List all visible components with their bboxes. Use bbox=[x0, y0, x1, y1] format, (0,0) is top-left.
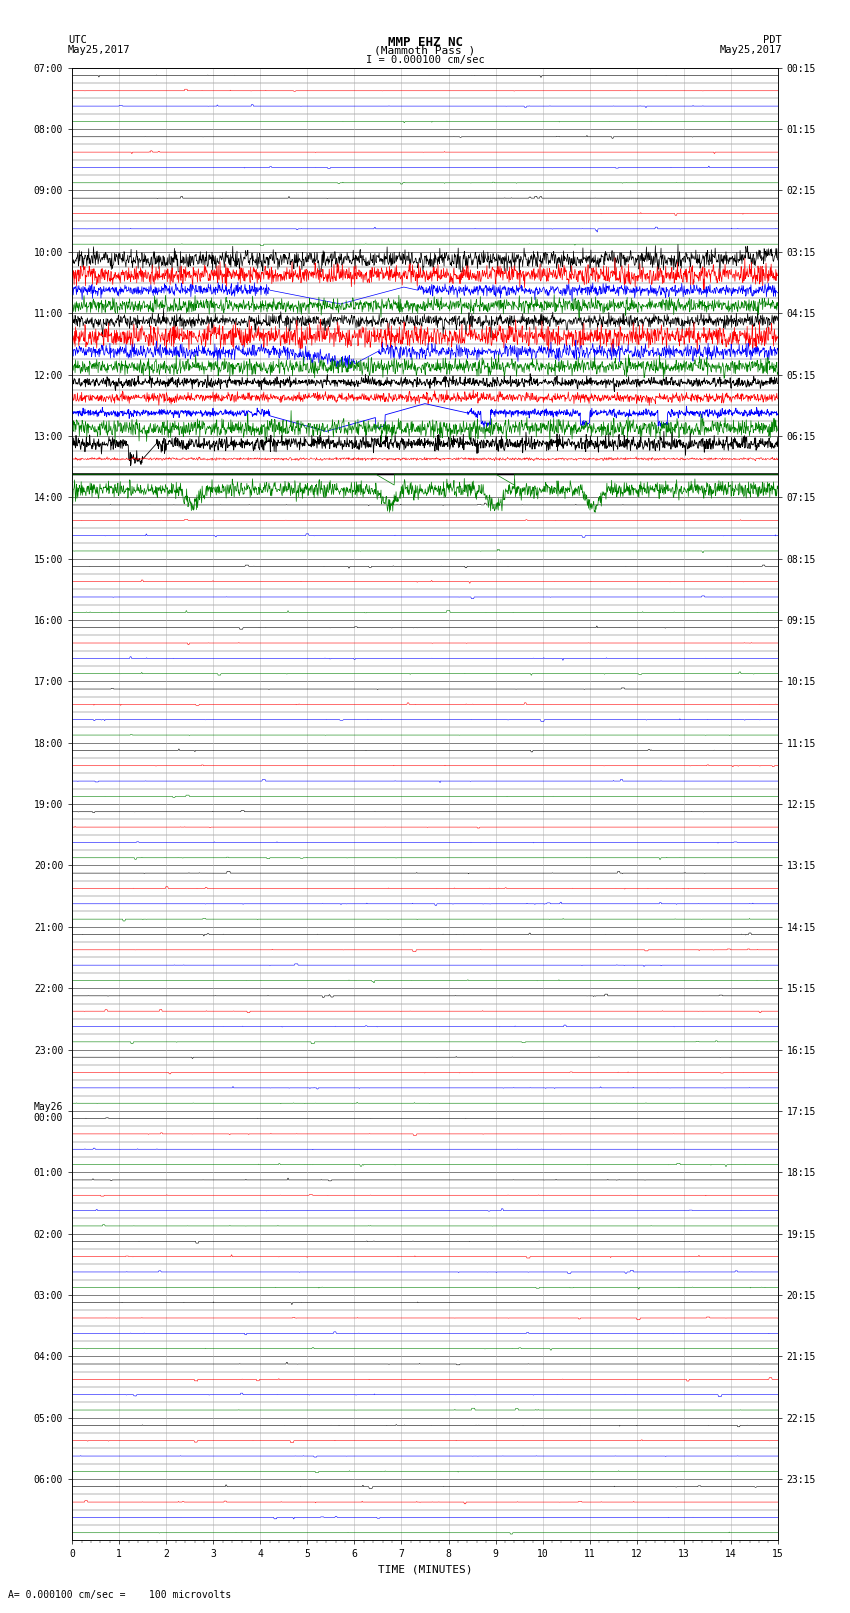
Text: May25,2017: May25,2017 bbox=[719, 45, 782, 55]
Text: A= 0.000100 cm/sec =    100 microvolts: A= 0.000100 cm/sec = 100 microvolts bbox=[8, 1590, 232, 1600]
Text: PDT: PDT bbox=[763, 35, 782, 45]
Text: May25,2017: May25,2017 bbox=[68, 45, 131, 55]
X-axis label: TIME (MINUTES): TIME (MINUTES) bbox=[377, 1565, 473, 1574]
Text: UTC: UTC bbox=[68, 35, 87, 45]
Text: I = 0.000100 cm/sec: I = 0.000100 cm/sec bbox=[366, 55, 484, 65]
Text: (Mammoth Pass ): (Mammoth Pass ) bbox=[374, 45, 476, 55]
Text: MMP EHZ NC: MMP EHZ NC bbox=[388, 37, 462, 50]
